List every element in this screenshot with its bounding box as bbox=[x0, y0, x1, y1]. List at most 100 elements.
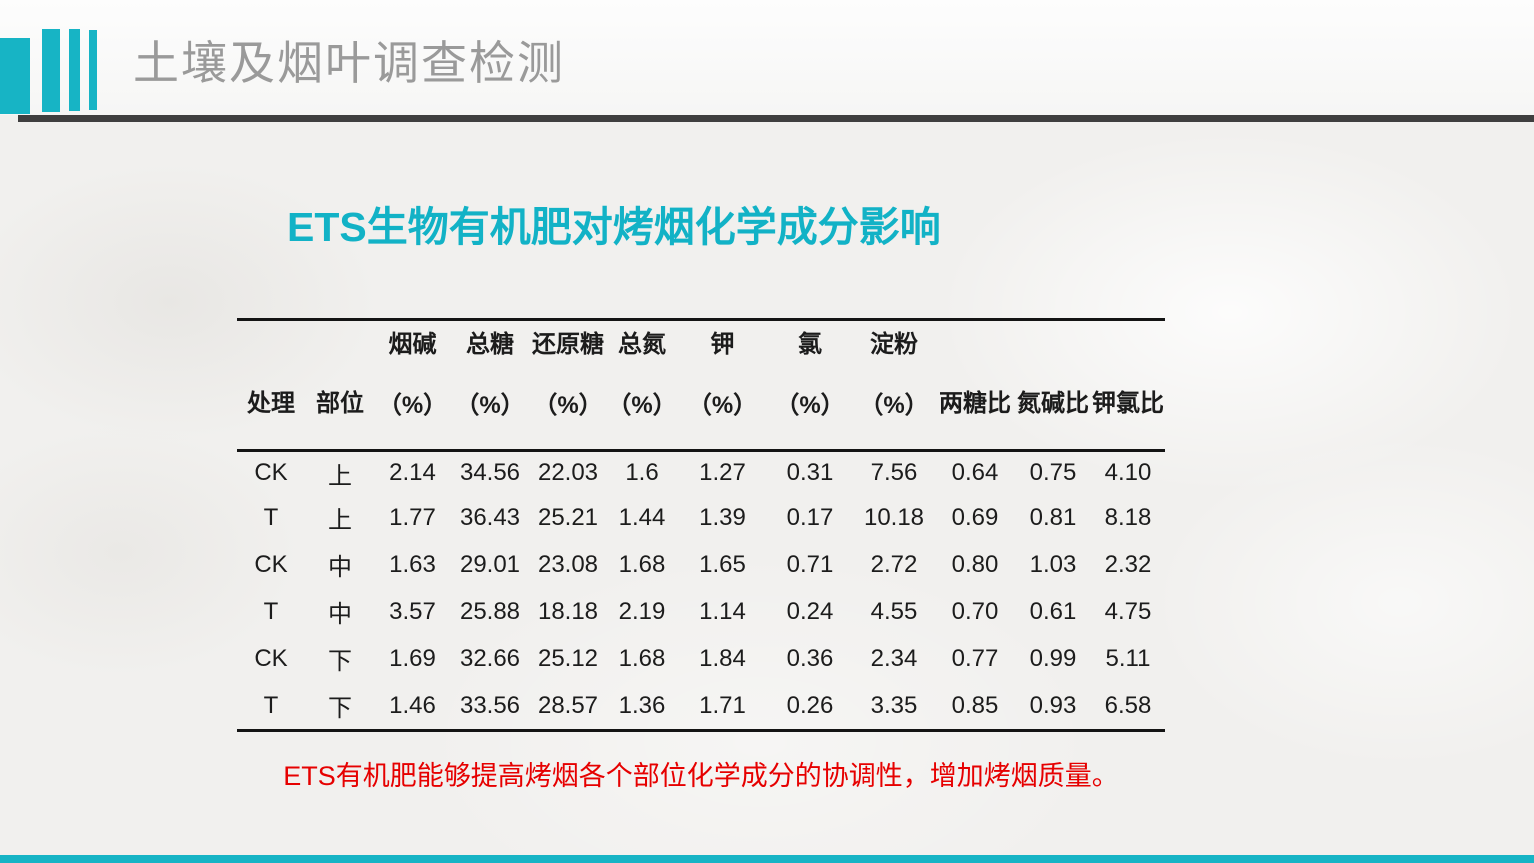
table-cell: 0.71 bbox=[786, 550, 834, 578]
table-cell: 7.56 bbox=[870, 459, 918, 486]
column-header-label: 氯 bbox=[798, 331, 822, 358]
table-cell: 1.46 bbox=[389, 691, 436, 719]
table-cell: CK bbox=[254, 459, 288, 486]
table-cell: 0.17 bbox=[786, 503, 834, 531]
column-header: 氮碱比 bbox=[1015, 320, 1091, 451]
table-row: CK 上 2.14 34.56 22.03 1.6 1.27 0.31 7.56 0.64 0.75… bbox=[237, 451, 1165, 495]
table-cell: 1.39 bbox=[699, 503, 746, 531]
table-cell: 25.21 bbox=[537, 503, 599, 531]
table-cell: 1.69 bbox=[389, 644, 436, 672]
table-cell: 1.44 bbox=[618, 503, 666, 531]
table-cell: 上 bbox=[328, 507, 352, 534]
table-cell: 1.36 bbox=[618, 691, 666, 719]
column-header-unit: （%） bbox=[377, 392, 448, 419]
table-cell: 4.10 bbox=[1104, 459, 1152, 486]
table-cell: T bbox=[263, 503, 279, 531]
column-header-label: 两糖比 bbox=[939, 390, 1011, 417]
column-header-label: 钾氯比 bbox=[1092, 390, 1164, 417]
table-cell: 1.27 bbox=[699, 459, 746, 486]
column-header-label: 总氮 bbox=[618, 331, 666, 358]
column-header-label: 钾 bbox=[710, 331, 735, 358]
column-header-label: 处理 bbox=[247, 390, 295, 417]
column-header: 淀粉 （%） bbox=[853, 320, 935, 451]
column-header-unit: （%） bbox=[687, 392, 758, 419]
bottom-accent-bar bbox=[0, 855, 1534, 863]
table-cell: 0.64 bbox=[951, 459, 999, 486]
table-cell: 28.57 bbox=[537, 691, 599, 719]
table-cell: 中 bbox=[328, 601, 352, 628]
column-header: 总氮 （%） bbox=[606, 320, 678, 451]
table-cell: 34.56 bbox=[459, 459, 521, 486]
table-cell: 0.75 bbox=[1029, 459, 1077, 486]
table-cell: 2.32 bbox=[1104, 550, 1152, 578]
slide-title: ETS生物有机肥对烤烟化学成分影响 bbox=[287, 204, 941, 250]
table-cell: 0.36 bbox=[786, 644, 834, 672]
column-header-unit: （%） bbox=[859, 392, 929, 419]
table-cell: 0.69 bbox=[951, 503, 999, 531]
accent-bar bbox=[69, 29, 80, 111]
table-cell: 2.14 bbox=[389, 459, 436, 486]
table-cell: T bbox=[263, 597, 279, 625]
table-cell: CK bbox=[254, 644, 288, 672]
column-header-label: 氮碱比 bbox=[1017, 390, 1089, 417]
table-row: CK 中 1.63 29.01 23.08 1.68 1.65 0.71 2.72 0.80 1.0… bbox=[237, 541, 1165, 588]
table-cell: 1.68 bbox=[618, 550, 666, 578]
column-header-label: 淀粉 bbox=[870, 331, 918, 358]
table-cell: 2.19 bbox=[618, 597, 666, 625]
table-cell: 1.6 bbox=[625, 459, 659, 486]
table-cell: 22.03 bbox=[537, 459, 599, 486]
column-header-unit: （%） bbox=[607, 392, 677, 419]
column-header: 钾氯比 bbox=[1091, 320, 1165, 451]
table-cell: 29.01 bbox=[459, 550, 521, 578]
table-cell: 0.93 bbox=[1029, 691, 1077, 719]
column-header: 还原糖 （%） bbox=[530, 320, 606, 451]
table-cell: 0.77 bbox=[951, 644, 999, 672]
column-header-unit: （%） bbox=[455, 392, 525, 419]
accent-bar bbox=[89, 30, 97, 110]
table-header-row: 处理 部位 烟碱 （%） 总糖 （%） 还原糖 （%） 总氮 （%） 钾 （%） 氯 （%） 淀粉 （%） 两糖… bbox=[237, 319, 1165, 451]
column-header-unit: （%） bbox=[775, 392, 845, 419]
table-cell: 0.99 bbox=[1029, 644, 1077, 672]
table-cell: T bbox=[263, 691, 279, 719]
column-header: 钾 （%） bbox=[678, 320, 767, 451]
table-cell: 上 bbox=[328, 462, 352, 490]
column-header-label: 还原糖 bbox=[532, 331, 604, 358]
table-cell: 4.75 bbox=[1104, 597, 1152, 625]
column-header: 总糖 （%） bbox=[450, 320, 530, 451]
table-cell: 0.85 bbox=[951, 691, 999, 719]
header-underline bbox=[18, 115, 1534, 122]
table-cell: 1.65 bbox=[699, 550, 746, 578]
table-cell: 0.81 bbox=[1029, 503, 1077, 531]
table-cell: 1.03 bbox=[1029, 550, 1077, 578]
column-header: 烟碱 （%） bbox=[375, 320, 450, 451]
table-cell: 0.26 bbox=[786, 691, 834, 719]
table-cell: 1.77 bbox=[389, 503, 436, 531]
table-cell: 0.70 bbox=[951, 597, 999, 625]
table-cell: 25.88 bbox=[459, 597, 521, 625]
world-map-watermark bbox=[0, 122, 1534, 863]
table-cell: 23.08 bbox=[537, 550, 599, 578]
table-row: T 中 3.57 25.88 18.18 2.19 1.14 0.24 4.55 0.70 0.61… bbox=[237, 588, 1165, 635]
header-title: 土壤及烟叶调查检测 bbox=[133, 37, 565, 89]
table-row: T 上 1.77 36.43 25.21 1.44 1.39 0.17 10.18 0.69 0.8… bbox=[237, 494, 1165, 541]
table-cell: 1.63 bbox=[389, 550, 436, 578]
slide-header: 土壤及烟叶调查检测 bbox=[0, 0, 1534, 115]
column-header: 两糖比 bbox=[935, 320, 1015, 451]
column-header: 部位 bbox=[305, 320, 375, 451]
table-body: CK 上 2.14 34.56 22.03 1.6 1.27 0.31 7.56 0.64 0.75… bbox=[237, 451, 1165, 731]
table-cell: 0.24 bbox=[786, 597, 834, 625]
table-cell: 3.57 bbox=[389, 597, 436, 625]
table-cell: 下 bbox=[328, 648, 352, 675]
table-cell: 1.71 bbox=[699, 691, 746, 719]
table-cell: 18.18 bbox=[537, 597, 599, 625]
column-header-label: 总糖 bbox=[466, 331, 514, 358]
table-cell: 6.58 bbox=[1104, 691, 1152, 719]
column-header-label: 烟碱 bbox=[388, 331, 437, 358]
table-cell: 36.43 bbox=[459, 503, 521, 531]
accent-bar bbox=[42, 29, 60, 112]
table-cell: 33.56 bbox=[459, 691, 521, 719]
table-cell: 0.61 bbox=[1029, 597, 1077, 625]
table-cell: 2.34 bbox=[870, 644, 918, 672]
table-cell: 8.18 bbox=[1104, 503, 1152, 531]
